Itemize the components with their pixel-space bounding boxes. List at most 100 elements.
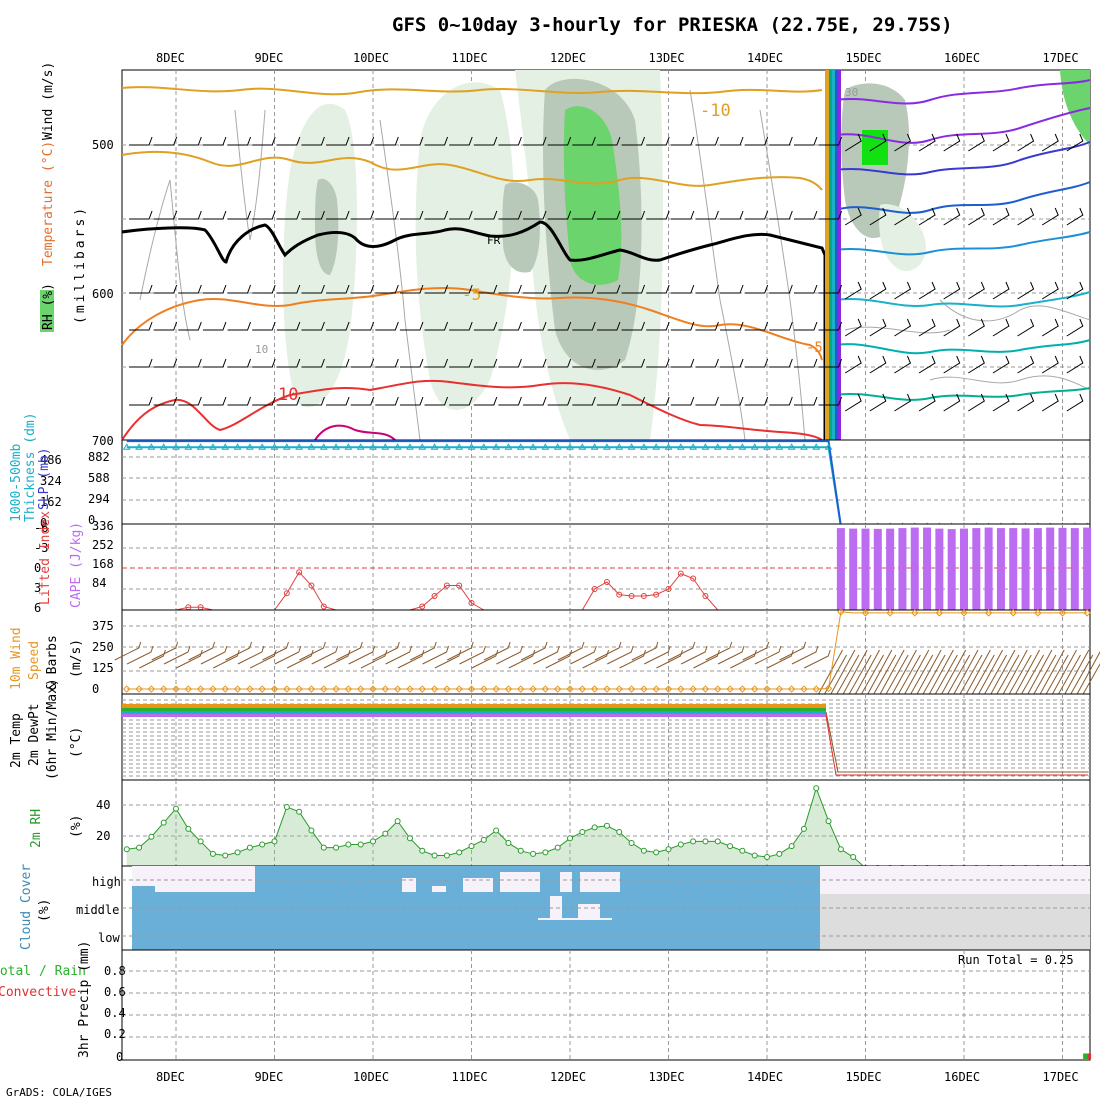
wind10-tick: 375 bbox=[92, 619, 114, 633]
wind-barb bbox=[992, 318, 1010, 337]
slp-panel: 486 324 162 0 882 588 294 0 1000-500mb Thickne… bbox=[9, 412, 1092, 530]
wind-marker bbox=[283, 685, 291, 693]
thickness-tick: 324 bbox=[40, 474, 62, 488]
band-stripe bbox=[835, 70, 838, 440]
lifted-index-marker bbox=[320, 603, 327, 610]
temp-contour-right bbox=[834, 181, 1091, 214]
thickness-marker bbox=[553, 443, 562, 450]
thickness-marker bbox=[492, 443, 501, 450]
wind-barb bbox=[326, 210, 350, 220]
wind10-barb bbox=[151, 641, 179, 661]
wind-barb bbox=[793, 284, 818, 294]
wind10-barb bbox=[867, 649, 897, 695]
cape-tick: 336 bbox=[92, 519, 114, 533]
wind10-barb bbox=[754, 645, 782, 665]
slp-ticks: 882 588 294 0 bbox=[88, 450, 110, 527]
thickness-marker bbox=[615, 443, 624, 450]
date-label-top: 17DEC bbox=[1043, 51, 1079, 65]
rh2m-marker bbox=[690, 838, 697, 845]
wind10-barb bbox=[336, 641, 363, 661]
wind10-barb bbox=[891, 649, 921, 695]
wind10-label-4: (m/s) bbox=[69, 639, 84, 678]
wind-barb bbox=[720, 321, 744, 331]
rh2m-marker bbox=[382, 830, 389, 837]
thickness-marker bbox=[270, 443, 279, 450]
wind10-barb bbox=[965, 649, 995, 695]
thickness-marker bbox=[332, 443, 340, 450]
wind-marker bbox=[812, 685, 820, 693]
wind-barb bbox=[1041, 355, 1059, 374]
wind10-barb bbox=[410, 641, 437, 661]
wind10-barb bbox=[126, 645, 154, 665]
precip-tick: 0.4 bbox=[104, 1006, 126, 1020]
wind-barb bbox=[918, 355, 936, 374]
wind10-barb bbox=[742, 641, 770, 661]
wind-barb bbox=[869, 281, 887, 300]
rh2m-marker bbox=[837, 846, 844, 853]
wind-marker bbox=[1058, 609, 1067, 617]
temp-contour-10 bbox=[121, 379, 823, 441]
rh2m-panel: 40 20 2m RH (%) bbox=[29, 779, 1091, 871]
precip-grid bbox=[122, 950, 1090, 1060]
wind10-barb bbox=[619, 649, 647, 669]
rh2m-marker bbox=[530, 850, 537, 857]
wind-barb bbox=[178, 284, 202, 294]
wind10-barb bbox=[855, 649, 884, 695]
thickness-label-2: Thickness (dm) bbox=[23, 412, 38, 522]
lifted-index-tick: -3 bbox=[34, 541, 48, 555]
lifted-index-label: Lifted Index bbox=[38, 511, 53, 605]
rh2m-marker bbox=[123, 846, 130, 853]
rh2m-marker bbox=[517, 847, 524, 854]
wind-barb bbox=[375, 358, 399, 368]
lifted-index-marker bbox=[640, 593, 647, 599]
wind10-barb bbox=[582, 649, 610, 669]
wind-barb bbox=[523, 358, 547, 368]
date-axis-top: 8DEC 9DEC 10DEC 11DEC 12DEC 13DEC 14DEC 15DEC 16… bbox=[156, 51, 1079, 65]
wind-barb bbox=[326, 321, 350, 331]
precip-unit-label: 3hr Precip (mm) bbox=[77, 941, 92, 1058]
date-label-bottom: 9DEC bbox=[255, 1070, 284, 1084]
wind-marker bbox=[467, 685, 476, 693]
wind10-barb bbox=[274, 645, 302, 665]
rh2m-marker bbox=[456, 849, 463, 856]
wind-barb bbox=[276, 358, 301, 368]
thickness-marker bbox=[406, 443, 414, 450]
thickness-marker bbox=[590, 443, 599, 450]
wind-marker bbox=[492, 685, 500, 693]
slp-grid bbox=[122, 440, 1090, 524]
rh2m-marker bbox=[493, 827, 500, 834]
lifted-index-marker bbox=[419, 603, 426, 610]
wind-barb bbox=[350, 396, 375, 406]
thickness-marker bbox=[467, 443, 476, 450]
wind-barb bbox=[769, 396, 793, 406]
cape-bar bbox=[1009, 528, 1018, 610]
wind-barb bbox=[473, 396, 498, 406]
rh2m-marker bbox=[554, 844, 561, 851]
rh-contour bbox=[759, 109, 806, 441]
cloud-level-middle: middle bbox=[76, 903, 119, 917]
rh-region-green bbox=[1060, 70, 1090, 145]
wind-barb bbox=[399, 321, 424, 331]
wind-barb bbox=[844, 318, 862, 337]
thickness-marker bbox=[750, 443, 759, 450]
lifted-index-marker bbox=[296, 569, 303, 576]
wind10-barb bbox=[1064, 649, 1094, 695]
temp-contour-right bbox=[834, 387, 1091, 401]
thickness-marker bbox=[344, 443, 353, 450]
cloud-high-gaps bbox=[132, 866, 620, 920]
cape-ticks: 336 252 168 84 bbox=[92, 519, 114, 590]
wind10-barb bbox=[213, 649, 240, 669]
wind-barb bbox=[473, 136, 498, 146]
wind-barb bbox=[720, 210, 744, 220]
wind-barb bbox=[793, 136, 818, 146]
chart-title: GFS 0~10day 3-hourly for PRIESKA (22.75E… bbox=[392, 14, 953, 36]
wind-barb bbox=[473, 321, 498, 331]
wind-marker bbox=[480, 685, 488, 693]
thickness-marker bbox=[775, 443, 784, 450]
credit-label: GrADS: COLA/IGES bbox=[6, 1086, 112, 1099]
cape-panel: -6 -3 0 3 6 336 252 168 84 Lifted Index CAPE (J… bbox=[34, 511, 1092, 615]
thickness-marker bbox=[566, 443, 574, 450]
wind-barb bbox=[968, 393, 985, 412]
wind-barb bbox=[818, 136, 843, 146]
